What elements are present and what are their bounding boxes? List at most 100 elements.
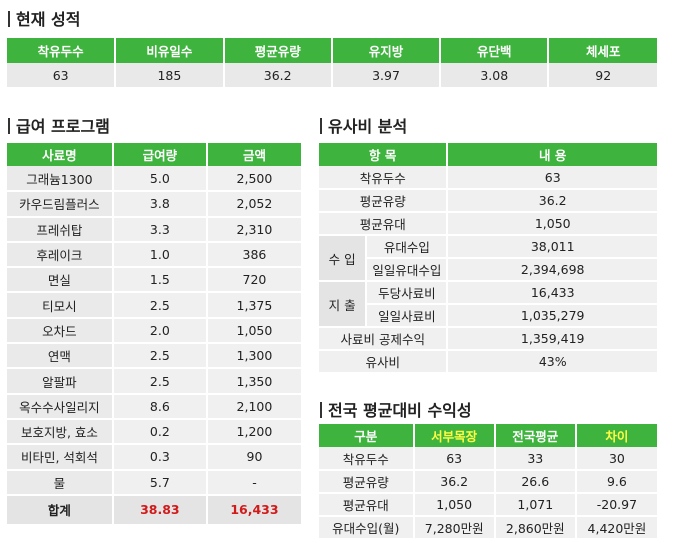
feed-cost-cell: 720 (206, 267, 301, 294)
feed-amount-cell: 5.7 (112, 469, 208, 496)
feed-name-cell: 그래늄1300 (7, 166, 114, 193)
row-label: 평균유량 (319, 189, 449, 213)
header-cell: 급여량 (112, 143, 208, 166)
row-label: 일일유대수입 (366, 258, 449, 282)
compare-value-cell: 30 (575, 447, 657, 471)
compare-value-cell: 36.2 (413, 470, 496, 494)
feed-name-cell: 프레쉬탑 (7, 216, 114, 243)
row-label: 두당사료비 (366, 281, 449, 305)
table-row: 티모시 2.5 1,375 (7, 292, 301, 319)
feed-cost-cell: 2,500 (206, 166, 301, 193)
title-bar (320, 118, 322, 134)
table-row: 후레이크 1.0 386 (7, 241, 301, 269)
total-amount: 38.83 (112, 493, 208, 526)
feed-amount-cell: 2.5 (112, 368, 208, 395)
header-cell: 구분 (319, 424, 415, 447)
table-row: 프레쉬탑 3.3 2,310 (7, 216, 301, 243)
compare-label-cell: 유대수입(월) (319, 516, 415, 540)
feed-amount-cell: 3.8 (112, 191, 208, 218)
header-cell: 유단백 (440, 38, 550, 63)
table-row: 연맥 2.5 1,300 (7, 343, 301, 370)
feed-amount-cell: 2.5 (112, 292, 208, 319)
compare-label-cell: 평균유대 (319, 493, 415, 517)
feed-cost-cell: 1,350 (206, 368, 301, 395)
table-row: 옥수수사일리지 8.6 2,100 (7, 393, 301, 420)
analysis-title: 유사비 분석 (320, 113, 407, 137)
compare-value-cell: 63 (413, 447, 496, 471)
compare-value-cell: -20.97 (575, 493, 657, 517)
compare-value-cell: 2,860만원 (494, 516, 577, 540)
header-cell: 항 목 (319, 143, 449, 166)
value-cell: 185 (115, 63, 225, 89)
compare-value-cell: 7,280만원 (413, 516, 496, 540)
feed-title: 급여 프로그램 (8, 113, 110, 137)
feed-name-cell: 물 (7, 469, 114, 496)
feed-name-cell: 면실 (7, 267, 114, 294)
title-bar (8, 11, 10, 27)
feed-cost-cell: 1,375 (206, 292, 301, 319)
row-value: 43% (447, 350, 657, 374)
title-bar (320, 402, 322, 418)
row-label: 유사비 (319, 350, 449, 374)
feed-cost-cell: - (206, 469, 301, 496)
feed-amount-cell: 0.2 (112, 418, 208, 446)
row-value: 1,035,279 (447, 304, 657, 328)
feed-cost-cell: 2,052 (206, 191, 301, 218)
feed-cost-cell: 2,100 (206, 393, 301, 420)
header-cell-highlight: 서부목장 (413, 424, 496, 447)
compare-value-cell: 1,071 (494, 493, 577, 517)
row-value: 1,359,419 (447, 327, 657, 351)
header-cell: 평균유량 (223, 38, 333, 63)
table-row: 그래늄1300 5.0 2,500 (7, 166, 301, 193)
row-value: 2,394,698 (447, 258, 657, 282)
feed-amount-cell: 2.0 (112, 317, 208, 345)
feed-cost-cell: 2,310 (206, 216, 301, 243)
total-cost: 16,433 (206, 493, 301, 526)
compare-value-cell: 1,050 (413, 493, 496, 517)
feed-name-cell: 연맥 (7, 343, 114, 370)
row-label: 사료비 공제수익 (319, 327, 449, 351)
compare-label-cell: 착유두수 (319, 447, 415, 471)
table-row: 보호지방, 효소 0.2 1,200 (7, 418, 301, 446)
header-cell: 비유일수 (115, 38, 225, 63)
value-cell: 92 (548, 63, 657, 89)
row-label: 착유두수 (319, 166, 449, 190)
row-label: 평균유대 (319, 212, 449, 236)
feed-name-cell: 알팔파 (7, 368, 114, 395)
feed-cost-cell: 386 (206, 241, 301, 269)
feed-amount-cell: 1.0 (112, 241, 208, 269)
row-value: 16,433 (447, 281, 657, 305)
compare-value-cell: 26.6 (494, 470, 577, 494)
feed-cost-cell: 1,050 (206, 317, 301, 345)
feed-name-cell: 후레이크 (7, 241, 114, 269)
header-cell: 사료명 (7, 143, 114, 166)
row-label: 일일사료비 (366, 304, 449, 328)
feed-amount-cell: 0.3 (112, 444, 208, 471)
compare-value-cell: 33 (494, 447, 577, 471)
expense-group: 지 출 (319, 281, 368, 328)
row-label: 유대수입 (366, 235, 449, 259)
row-value: 1,050 (447, 212, 657, 236)
row-value: 36.2 (447, 189, 657, 213)
table-row: 카우드림플러스 3.8 2,052 (7, 191, 301, 218)
feed-amount-cell: 5.0 (112, 166, 208, 193)
total-label: 합계 (7, 493, 114, 526)
feed-total-row: 합계 38.83 16,433 (7, 493, 301, 526)
header-cell: 전국평균 (494, 424, 577, 447)
compare-value-cell: 4,420만원 (575, 516, 657, 540)
compare-label-cell: 평균유량 (319, 470, 415, 494)
value-cell: 63 (7, 63, 117, 89)
compare-table: 구분 서부목장 전국평균 차이 착유두수 63 33 30 평균유량 36.2 26.6 9.… (319, 424, 657, 540)
table-row: 평균유대 1,050 1,071 -20.97 (319, 493, 657, 517)
feed-name-cell: 비타민, 석회석 (7, 444, 114, 471)
value-cell: 36.2 (223, 63, 333, 89)
feed-amount-cell: 3.3 (112, 216, 208, 243)
current-title: 현재 성적 (8, 6, 80, 30)
feed-name-cell: 옥수수사일리지 (7, 393, 114, 420)
compare-value-cell: 9.6 (575, 470, 657, 494)
feed-amount-cell: 1.5 (112, 267, 208, 294)
table-row: 오차드 2.0 1,050 (7, 317, 301, 345)
header-cell: 내 용 (447, 143, 657, 166)
header-cell: 착유두수 (7, 38, 117, 63)
header-cell: 유지방 (331, 38, 442, 63)
